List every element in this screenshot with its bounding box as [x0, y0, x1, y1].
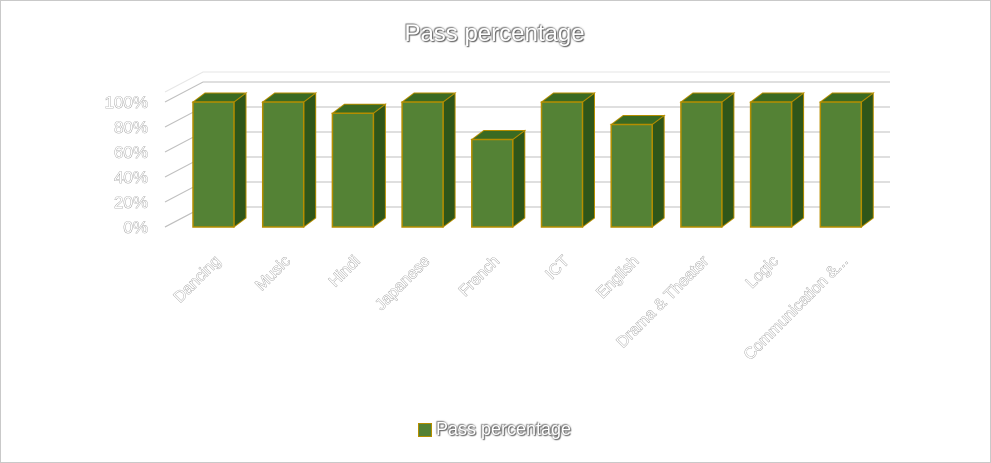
x-tick-label: Logic — [743, 253, 782, 292]
bar-side — [791, 92, 805, 228]
bar — [818, 92, 875, 228]
bar — [400, 92, 457, 228]
legend-label: Pass percentage — [435, 419, 572, 439]
bar — [191, 92, 248, 228]
bar-side — [442, 92, 456, 228]
bar-side — [860, 92, 874, 228]
bar — [749, 92, 806, 228]
bar-side — [233, 92, 247, 228]
x-tick-label: French — [456, 253, 503, 300]
x-tick-label: English — [593, 253, 642, 302]
legend-swatch — [417, 422, 432, 437]
bar-side — [372, 103, 386, 228]
y-tick-label: 100% — [105, 93, 148, 112]
bar-front — [819, 101, 863, 228]
bar — [330, 103, 387, 228]
bar-front — [680, 101, 723, 228]
bar-side — [721, 92, 735, 228]
wall-top-edge — [164, 71, 890, 93]
bar-front — [331, 112, 375, 228]
x-tick-label: Hindi — [326, 253, 364, 291]
bar-front — [749, 101, 793, 228]
x-tick-label: Music — [252, 253, 294, 295]
bar-front — [610, 123, 653, 228]
x-tick-label: ICT — [543, 253, 573, 283]
bar-front — [471, 138, 514, 228]
bar-side — [303, 92, 317, 228]
bar-front — [192, 101, 235, 228]
y-tick-label: 80% — [114, 118, 148, 137]
y-tick-label: 0% — [123, 218, 148, 237]
y-tick-label: 20% — [114, 193, 148, 212]
bar — [470, 129, 527, 228]
chart-title: Pass percentage — [404, 20, 585, 47]
y-tick-label: 60% — [114, 143, 148, 162]
bar-front — [540, 101, 584, 228]
bar-side — [651, 114, 665, 228]
legend: Pass percentage — [0, 419, 989, 440]
bar — [540, 92, 596, 228]
bar-side — [512, 129, 526, 228]
bar-front — [401, 101, 444, 228]
bar — [609, 114, 666, 228]
bar-front — [261, 101, 305, 228]
x-tick-label: Dancing — [171, 253, 225, 307]
x-tick-label: Japanese — [372, 253, 433, 314]
gridline — [164, 81, 890, 103]
bar-side — [582, 92, 595, 228]
bar — [679, 92, 736, 228]
bar — [261, 92, 318, 228]
y-tick-label: 40% — [114, 168, 148, 187]
